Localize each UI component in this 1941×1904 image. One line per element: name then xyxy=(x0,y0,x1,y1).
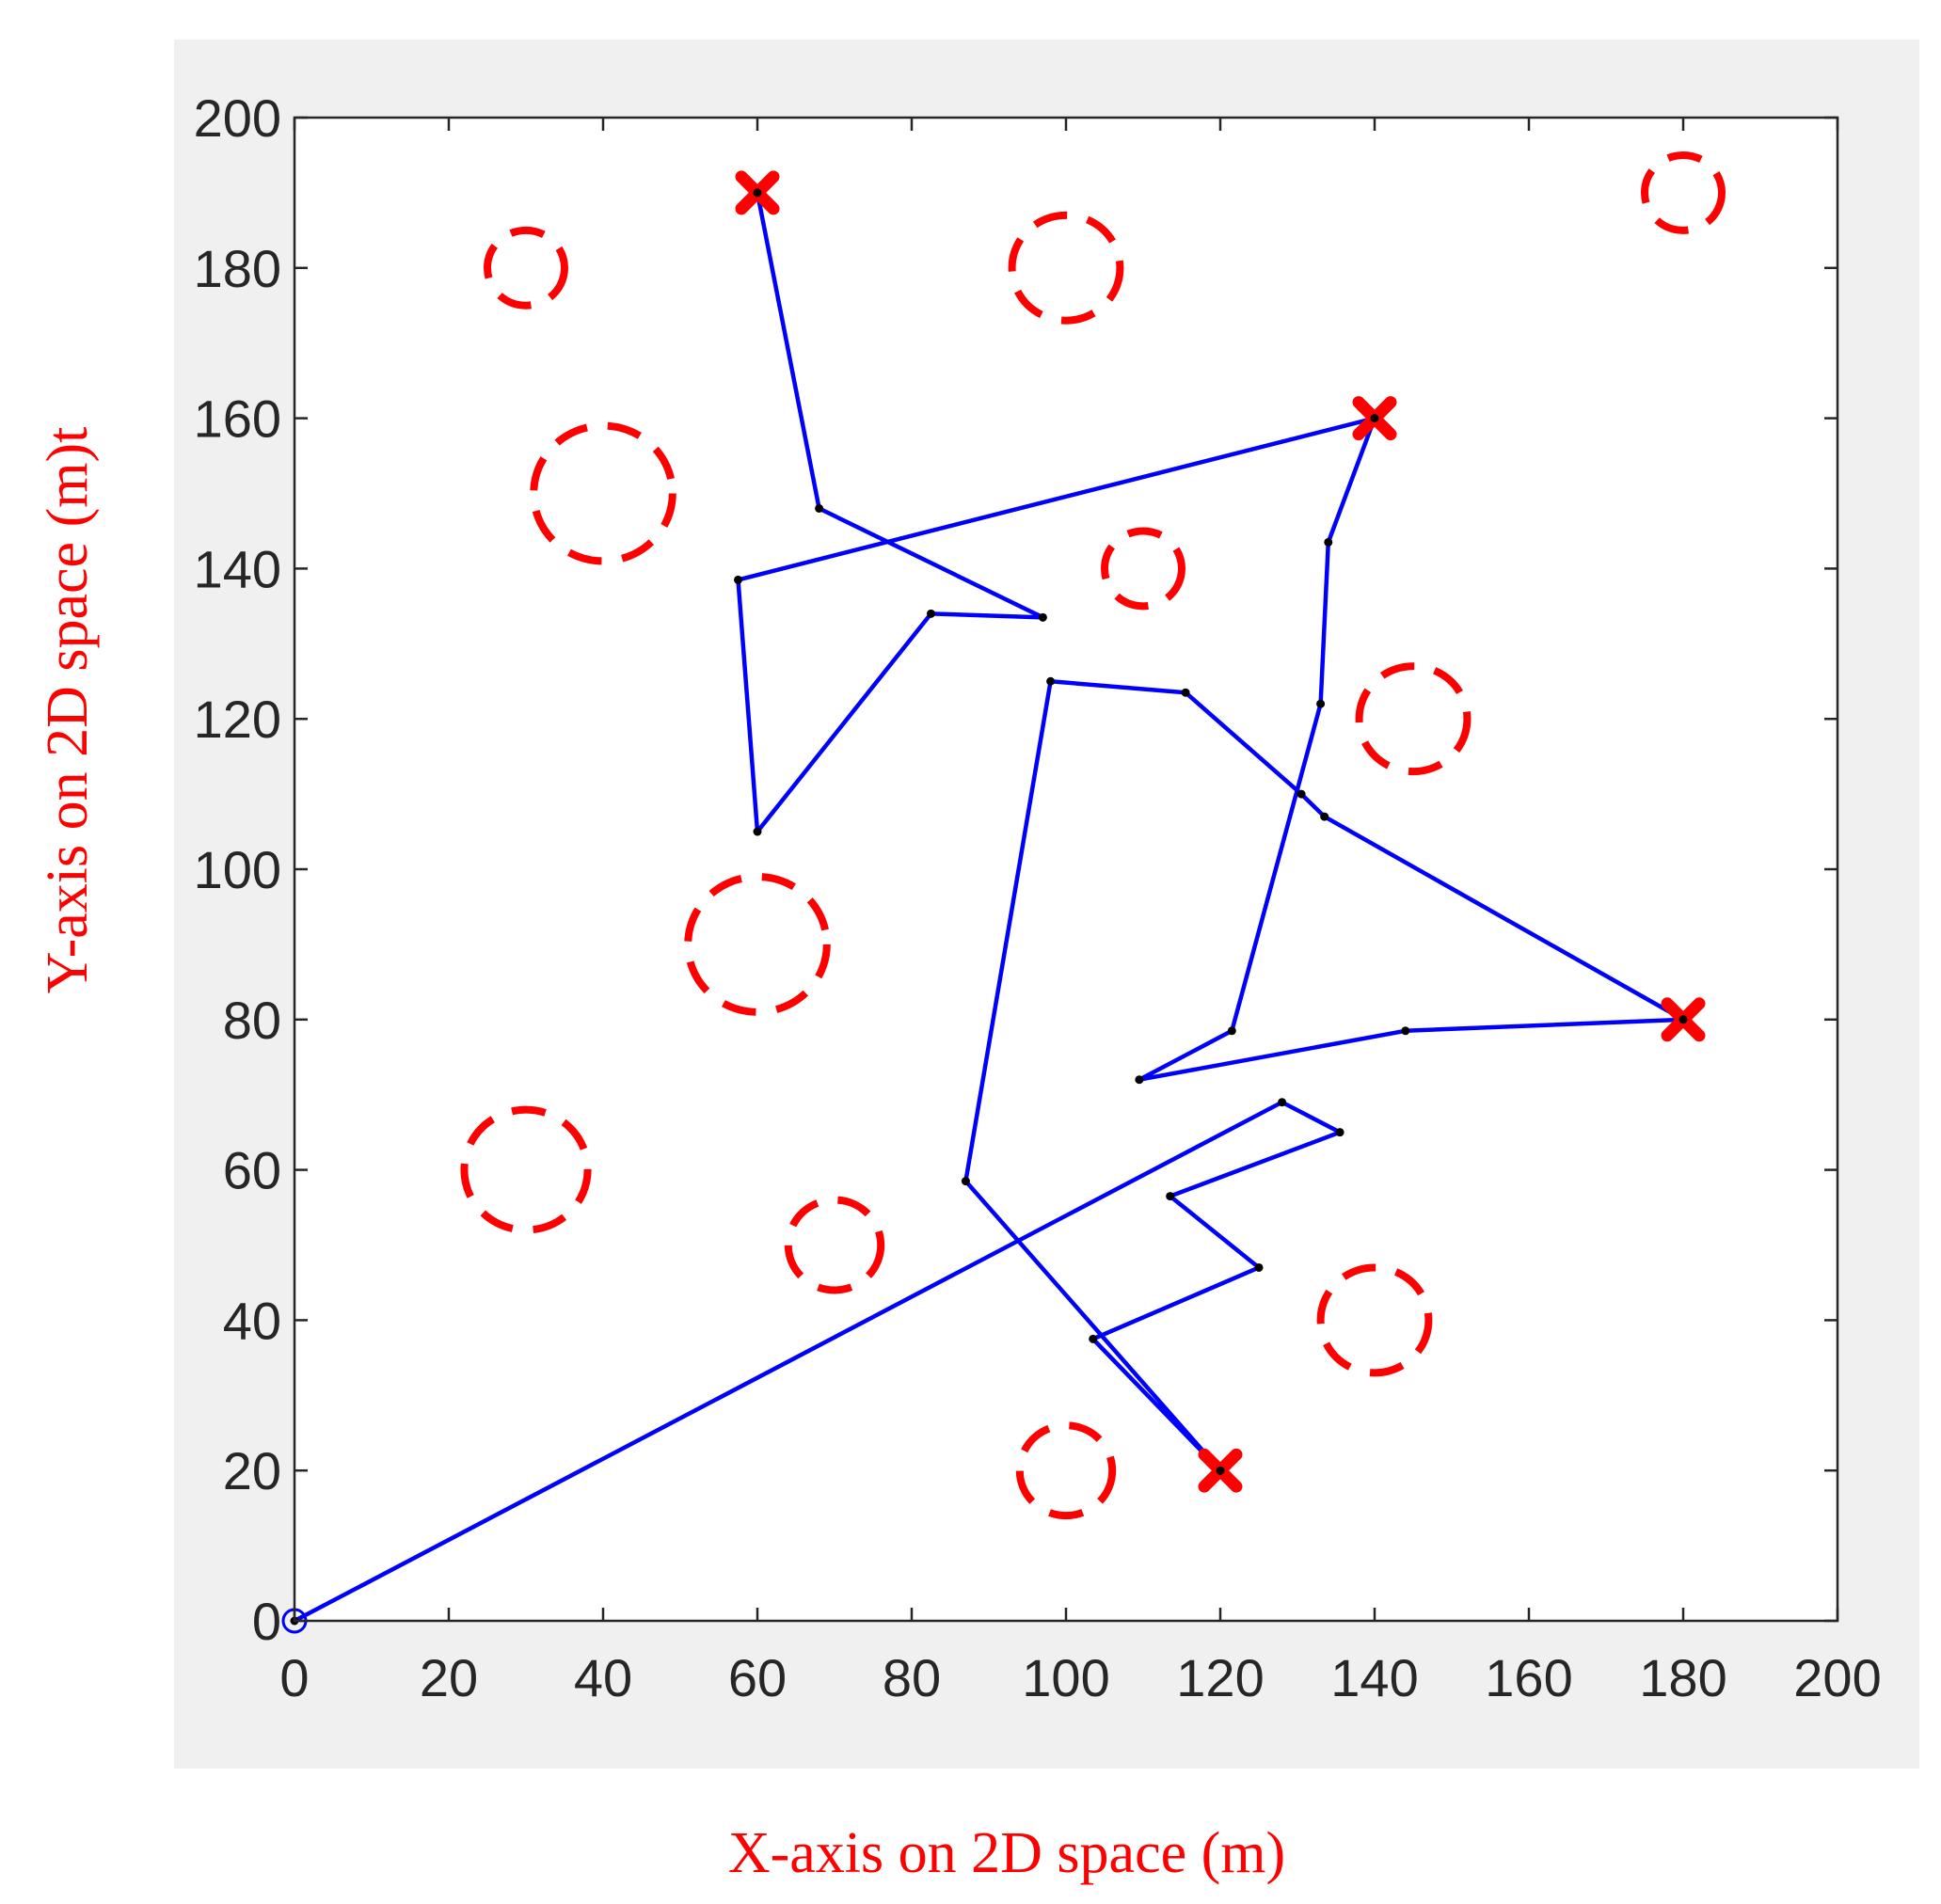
waypoint-dot xyxy=(1316,699,1326,708)
obstacle-circle xyxy=(530,421,676,565)
waypoint-dot xyxy=(1370,414,1379,423)
y-tick-label: 40 xyxy=(223,1291,281,1350)
y-tick-label: 0 xyxy=(252,1592,281,1651)
obstacle-circle xyxy=(1316,1263,1433,1377)
waypoint-dot xyxy=(1166,1192,1175,1201)
y-tick-label: 160 xyxy=(194,389,281,449)
waypoint-dot xyxy=(1320,812,1329,821)
waypoint-dot xyxy=(815,503,824,513)
y-tick-label: 20 xyxy=(223,1441,281,1500)
y-tick-label: 60 xyxy=(223,1141,281,1200)
x-tick-label: 0 xyxy=(279,1648,309,1707)
obstacle-circle xyxy=(1008,211,1124,325)
obstacle-circle xyxy=(1641,151,1726,234)
tick-layer: 0 20 40 60 80 100 120 140 160 180 200 0 20 40 60 80 100 1… xyxy=(194,88,1882,1707)
waypoint-dot xyxy=(753,188,762,198)
x-tick-label: 60 xyxy=(728,1648,787,1707)
waypoint-dot xyxy=(1278,1098,1287,1107)
waypoint-dot xyxy=(1297,789,1306,799)
waypoint-dot xyxy=(1038,612,1047,622)
waypoint-dot xyxy=(1227,1026,1236,1036)
obstacle-circle xyxy=(460,1105,592,1234)
waypoint-dot xyxy=(927,609,935,618)
x-tick-label: 120 xyxy=(1176,1648,1264,1707)
waypoint-dot xyxy=(1324,537,1333,547)
obstacle-circle xyxy=(784,1196,885,1294)
y-axis-title: Y-axis on 2D space (m)t xyxy=(36,427,100,994)
obstacle-circle xyxy=(1015,1421,1117,1520)
waypoint-dot xyxy=(1089,1334,1098,1343)
waypoint-layer xyxy=(290,188,1688,1626)
y-tick-label: 100 xyxy=(194,840,281,899)
obstacle-layer xyxy=(460,151,1726,1520)
x-axis-title: X-axis on 2D space (m) xyxy=(728,1821,1285,1885)
waypoint-dot xyxy=(1216,1466,1225,1475)
waypoint-dot xyxy=(961,1177,970,1186)
waypoint-dot xyxy=(1678,1015,1688,1024)
x-tick-label: 40 xyxy=(574,1648,632,1707)
y-tick-label: 200 xyxy=(194,88,281,148)
x-tick-label: 140 xyxy=(1330,1648,1418,1707)
x-tick-label: 100 xyxy=(1022,1648,1109,1707)
x-tick-label: 160 xyxy=(1485,1648,1572,1707)
plot-area xyxy=(294,118,1838,1621)
waypoint-dot xyxy=(1335,1128,1344,1137)
y-tick-label: 140 xyxy=(194,539,281,598)
x-tick-label: 20 xyxy=(420,1648,478,1707)
waypoint-dot xyxy=(1401,1026,1410,1036)
waypoint-dot xyxy=(1181,688,1190,697)
y-tick-label: 180 xyxy=(194,239,281,298)
obstacle-circle xyxy=(1101,527,1185,611)
obstacle-circle xyxy=(684,872,831,1016)
x-tick-label: 180 xyxy=(1639,1648,1726,1707)
waypoint-dot xyxy=(734,575,742,584)
obstacle-circle xyxy=(1355,662,1472,776)
x-tick-label: 80 xyxy=(883,1648,941,1707)
waypoint-dot xyxy=(1254,1262,1264,1272)
waypoint-dot xyxy=(753,827,762,836)
waypoint-dot xyxy=(1046,676,1056,686)
x-tick-label: 200 xyxy=(1793,1648,1881,1707)
obstacle-circle xyxy=(484,226,568,309)
y-tick-label: 80 xyxy=(223,991,281,1050)
y-tick-label: 120 xyxy=(194,690,281,749)
waypoint-dot xyxy=(1135,1075,1144,1085)
